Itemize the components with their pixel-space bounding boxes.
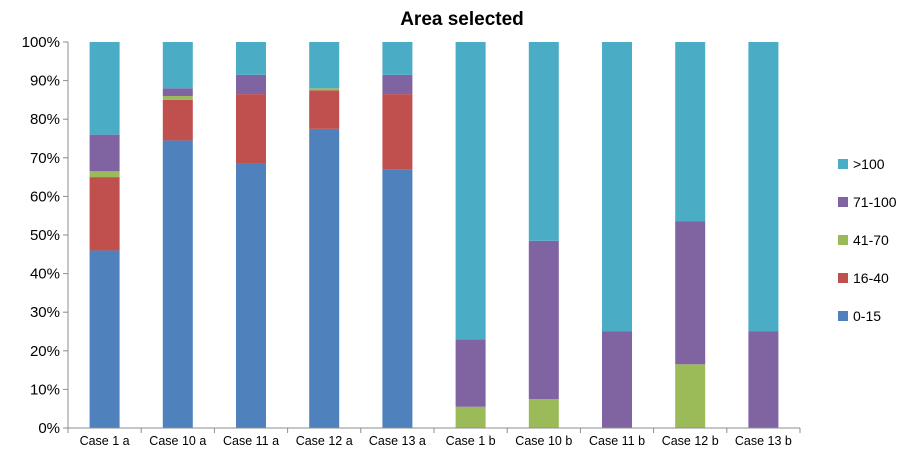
y-tick-label: 10% [30, 381, 60, 398]
y-tick-label: 30% [30, 304, 60, 321]
bar-series-group [89, 42, 779, 428]
y-tick-label: 80% [30, 111, 60, 128]
legend-swatch [838, 159, 848, 169]
bar-segment [309, 128, 340, 428]
x-category-label: Case 1 a [80, 434, 130, 448]
x-category-label: Case 10 a [149, 434, 206, 448]
legend-swatch [838, 235, 848, 245]
bar-segment [455, 42, 486, 340]
bar-segment [89, 42, 120, 135]
bar-segment [89, 177, 120, 251]
bar-segment [162, 140, 193, 428]
y-tick-label: 0% [38, 420, 60, 437]
bar-segment [675, 221, 706, 365]
legend-label: >100 [853, 156, 885, 172]
bar-segment [162, 99, 193, 141]
x-category-label: Case 11 a [223, 434, 279, 448]
x-category-label: Case 12 b [662, 434, 719, 448]
bar-segment [528, 399, 559, 428]
bar-segment [236, 163, 266, 428]
bar-segment [309, 90, 340, 129]
bar-segment [382, 169, 413, 428]
legend-label: 0-15 [853, 308, 881, 324]
bar-segment [528, 240, 559, 400]
x-category-label: Case 10 b [515, 434, 572, 448]
legend-swatch [838, 311, 848, 321]
x-category-label: Case 13 a [369, 434, 426, 448]
bar-segment [602, 331, 632, 428]
bar-segment [382, 74, 413, 95]
y-tick-label: 90% [30, 73, 60, 90]
bar-segment [675, 364, 706, 428]
bar-segment [602, 42, 632, 332]
bar-segment [455, 406, 486, 428]
y-axis: 0% 10% 20% 30% 40% 50% 60% 70% 80% 90% 100% [22, 34, 69, 437]
bar-segment [675, 42, 706, 222]
bar-segment [382, 94, 413, 170]
y-tick-label: 50% [30, 227, 60, 244]
bar-segment [162, 42, 193, 89]
bar-segment [455, 339, 486, 407]
y-tick-label: 100% [22, 34, 60, 51]
bar-segment [89, 134, 120, 172]
bar-segment [236, 42, 266, 75]
bar-segment [236, 94, 266, 164]
bar-segment [162, 96, 193, 100]
bar-segment [236, 74, 266, 95]
y-tick-label: 60% [30, 188, 60, 205]
bar-segment [528, 42, 559, 241]
bar-segment [309, 42, 340, 89]
legend: >100 71-100 41-70 16-40 0-15 [838, 156, 897, 324]
chart-title: Area selected [400, 9, 524, 30]
bar-segment [89, 250, 120, 428]
legend-swatch [838, 273, 848, 283]
bar-segment [748, 331, 779, 428]
x-category-label: Case 1 b [446, 434, 496, 448]
legend-label: 41-70 [853, 232, 889, 248]
y-tick-label: 70% [30, 150, 60, 167]
x-category-label: Case 13 b [735, 434, 792, 448]
legend-label: 16-40 [853, 270, 889, 286]
x-category-label: Case 12 a [296, 434, 353, 448]
x-axis: Case 1 a Case 10 a Case 11 a Case 12 a Case … [67, 427, 801, 448]
y-tick-label: 40% [30, 266, 60, 283]
bar-segment [89, 171, 120, 178]
y-tick-label: 20% [30, 343, 60, 360]
bar-segment [748, 42, 779, 332]
bar-segment [382, 42, 413, 75]
bar-segment [162, 88, 193, 97]
legend-swatch [838, 197, 848, 207]
x-category-label: Case 11 b [589, 434, 645, 448]
legend-label: 71-100 [853, 194, 897, 210]
bar-segment [309, 88, 340, 91]
